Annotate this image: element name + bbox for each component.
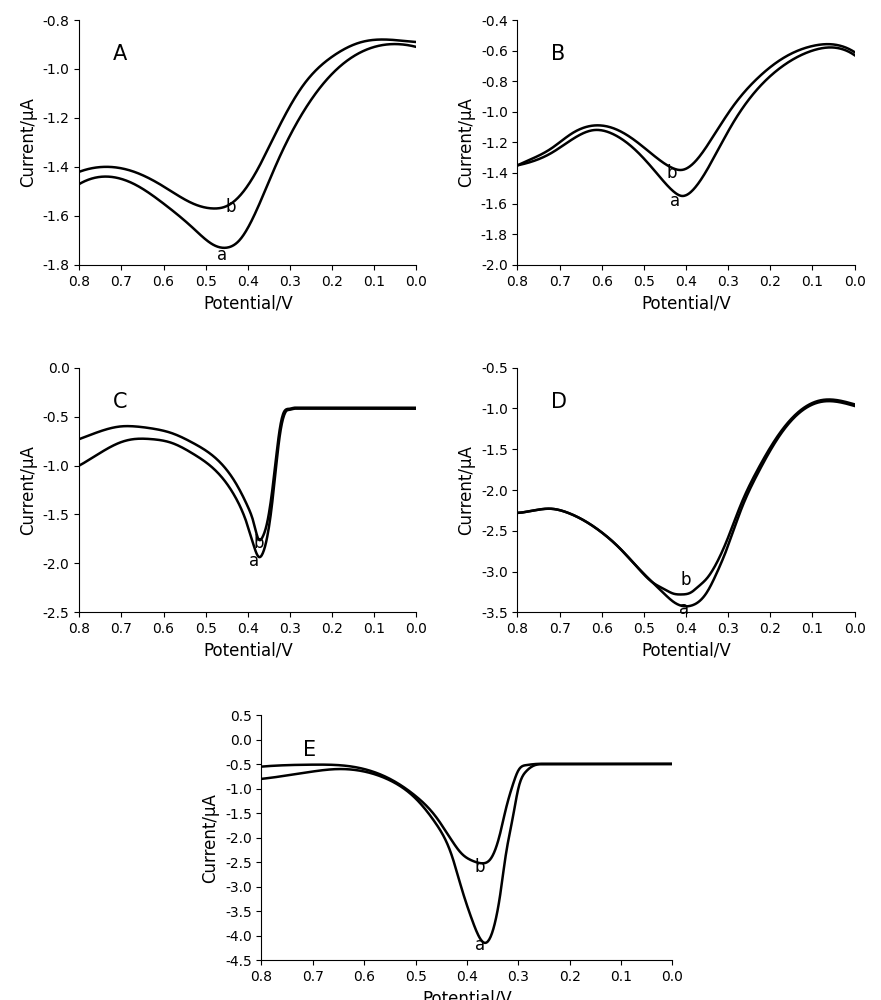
Text: a: a xyxy=(670,192,680,210)
Text: a: a xyxy=(475,936,485,954)
Y-axis label: Current/μA: Current/μA xyxy=(457,97,475,187)
X-axis label: Potential/V: Potential/V xyxy=(641,294,731,312)
Text: B: B xyxy=(552,44,566,64)
Text: a: a xyxy=(249,552,259,570)
Text: b: b xyxy=(681,571,692,589)
Text: E: E xyxy=(302,740,315,760)
Text: b: b xyxy=(226,198,236,216)
Text: D: D xyxy=(552,392,567,412)
X-axis label: Potential/V: Potential/V xyxy=(422,989,512,1000)
X-axis label: Potential/V: Potential/V xyxy=(203,294,292,312)
Text: a: a xyxy=(218,246,227,264)
Text: C: C xyxy=(113,392,128,412)
Text: a: a xyxy=(679,600,689,618)
X-axis label: Potential/V: Potential/V xyxy=(203,642,292,660)
X-axis label: Potential/V: Potential/V xyxy=(641,642,731,660)
Text: b: b xyxy=(666,164,677,182)
Y-axis label: Current/μA: Current/μA xyxy=(19,445,37,535)
Text: b: b xyxy=(475,858,485,876)
Y-axis label: Current/μA: Current/μA xyxy=(19,97,37,187)
Text: b: b xyxy=(253,534,263,552)
Text: A: A xyxy=(113,44,127,64)
Y-axis label: Current/μA: Current/μA xyxy=(457,445,476,535)
Y-axis label: Current/μA: Current/μA xyxy=(202,793,219,883)
